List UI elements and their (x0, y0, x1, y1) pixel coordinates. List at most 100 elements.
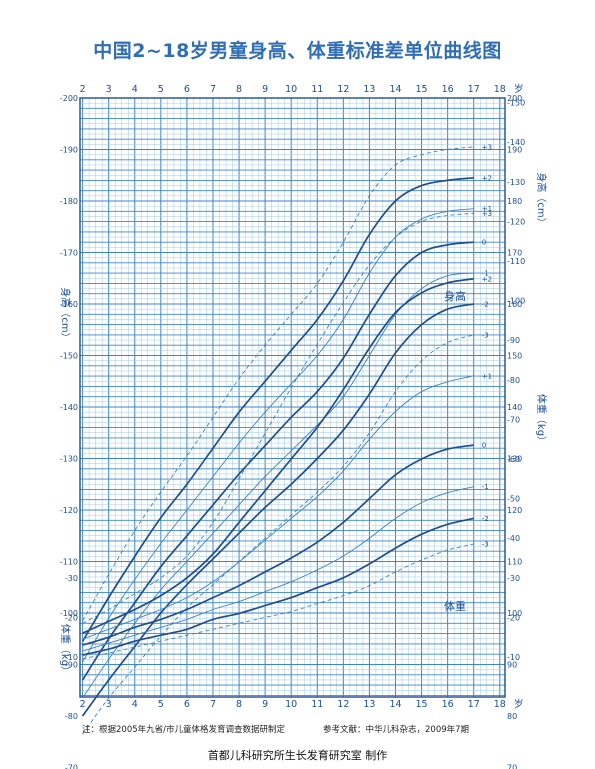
weight-tick-right: -50 (507, 495, 520, 504)
x-tick-label-top: 4 (132, 84, 138, 95)
height-curve-label: +2 (482, 174, 492, 182)
weight-tick-right: -90 (507, 336, 520, 345)
x-tick-label-top: 5 (158, 84, 164, 95)
x-tick-label-bottom: 5 (158, 699, 164, 710)
weight-tick-right: -140 (507, 138, 525, 147)
height-tick-left: -120 (60, 506, 78, 515)
height-tick-right: 80 (507, 712, 517, 721)
weight-curve (82, 543, 474, 660)
weight-tick-right: -80 (507, 376, 520, 385)
weight-tick-right: -70 (507, 415, 520, 424)
height-tick-left: -100 (60, 609, 78, 618)
height-tick-left: -130 (60, 455, 78, 464)
x-tick-label-top: 2 (80, 84, 86, 95)
weight-curve (82, 486, 474, 652)
weight-tick-right: -20 (507, 613, 520, 622)
weight-tick-right: -10 (507, 653, 520, 662)
x-tick-label-top: 15 (416, 84, 428, 95)
height-tick-right: 160 (507, 300, 522, 309)
weight-curve (82, 277, 474, 634)
weight-tick-right: -150 (507, 99, 525, 108)
x-tick-label-bottom: 10 (285, 699, 297, 710)
x-tick-label-top: 6 (184, 84, 190, 95)
height-tick-left: -70 (65, 764, 78, 769)
x-tick-label-top: 14 (389, 84, 401, 95)
weight-curve (82, 517, 474, 656)
height-curve (81, 241, 474, 681)
x-tick-label-bottom: 3 (106, 699, 112, 710)
height-tick-right: 150 (507, 352, 522, 361)
weight-curve-label: -3 (482, 541, 489, 549)
chart-grid (80, 97, 505, 697)
weight-curve (82, 444, 474, 646)
height-tick-right: 170 (507, 249, 522, 258)
weight-axis-title-right: 体重（kg） (535, 394, 548, 446)
height-curve-label: +3 (482, 143, 492, 151)
chart-axes (79, 97, 506, 698)
height-curve-label: -1 (482, 270, 489, 278)
chart-labels: 2 2 3 3 4 4 5 5 6 6 7 7 8 8 9 9 10 10 11 11 12 12 13 13 14 14 15 15… (59, 83, 548, 769)
weight-curve-label: +1 (482, 372, 492, 380)
height-tick-right: 110 (507, 558, 522, 567)
weight-tick-right: -30 (507, 574, 520, 583)
x-unit-bottom: 岁 (514, 698, 524, 710)
height-curve (81, 176, 474, 642)
height-tick-left: -190 (60, 146, 78, 155)
x-tick-label-bottom: 18 (494, 699, 506, 710)
height-tick-left: -110 (60, 558, 78, 567)
height-tick-right: 190 (507, 146, 522, 155)
height-curve (81, 303, 474, 717)
height-tick-left: -160 (60, 300, 78, 309)
x-tick-label-bottom: 9 (262, 699, 268, 710)
x-tick-label-bottom: 17 (468, 699, 480, 710)
height-tick-left: -180 (60, 197, 78, 206)
height-curve (82, 208, 474, 663)
height-axis-title-left: 身高（cm） (59, 287, 72, 342)
plot-frame (79, 97, 506, 698)
footnote-reference: 参考文献：中华儿科杂志，2009年7期 (323, 725, 470, 735)
x-tick-label-top: 13 (363, 84, 375, 95)
x-tick-label-top: 9 (262, 84, 268, 95)
weight-curve (82, 213, 474, 624)
x-unit-top: 岁 (514, 83, 524, 95)
x-tick-label-bottom: 11 (311, 699, 323, 710)
x-tick-label-top: 11 (311, 84, 323, 95)
height-tick-left: -200 (60, 94, 78, 103)
weight-tick-left: -30 (65, 574, 78, 583)
height-tick-right: 100 (507, 609, 522, 618)
x-tick-label-top: 16 (442, 84, 454, 95)
height-tick-right: 180 (507, 197, 522, 206)
x-tick-label-bottom: 6 (184, 699, 190, 710)
weight-tick-right: -130 (507, 178, 525, 187)
height-tick-left: -90 (65, 661, 78, 670)
weight-tick-right: -40 (507, 534, 520, 543)
height-tick-right: 90 (507, 661, 517, 670)
height-tick-right: 70 (507, 764, 517, 769)
weight-tick-right: -100 (507, 297, 525, 306)
x-tick-label-bottom: 4 (132, 699, 138, 710)
weight-curve-label: +3 (482, 210, 492, 218)
height-tick-right: 120 (507, 506, 522, 515)
height-tick-right: 130 (507, 455, 522, 464)
x-tick-label-top: 8 (236, 84, 242, 95)
x-tick-label-top: 7 (210, 84, 216, 95)
x-tick-label-bottom: 16 (442, 699, 454, 710)
page-title: 中国2~18岁男童身高、体重标准差单位曲线图 (93, 40, 502, 62)
weight-tick-right: -60 (507, 455, 520, 464)
height-curve-label: -3 (482, 331, 489, 339)
weight-curve-label: +2 (482, 275, 492, 283)
x-tick-label-top: 3 (106, 84, 112, 95)
x-tick-label-bottom: 15 (416, 699, 428, 710)
x-tick-label-bottom: 14 (389, 699, 401, 710)
chart-curves (81, 146, 474, 735)
x-tick-label-bottom: 7 (210, 699, 216, 710)
height-curve (82, 334, 474, 735)
x-tick-label-bottom: 2 (80, 699, 86, 710)
x-tick-label-top: 17 (468, 84, 480, 95)
x-tick-label-bottom: 12 (337, 699, 349, 710)
weight-tick-right: -110 (507, 257, 525, 266)
credit-line: 首都儿科研究所生长发育研究室 制作 (207, 749, 388, 762)
weight-tick-left: -20 (65, 613, 78, 622)
weight-curve-label: -2 (482, 515, 489, 523)
